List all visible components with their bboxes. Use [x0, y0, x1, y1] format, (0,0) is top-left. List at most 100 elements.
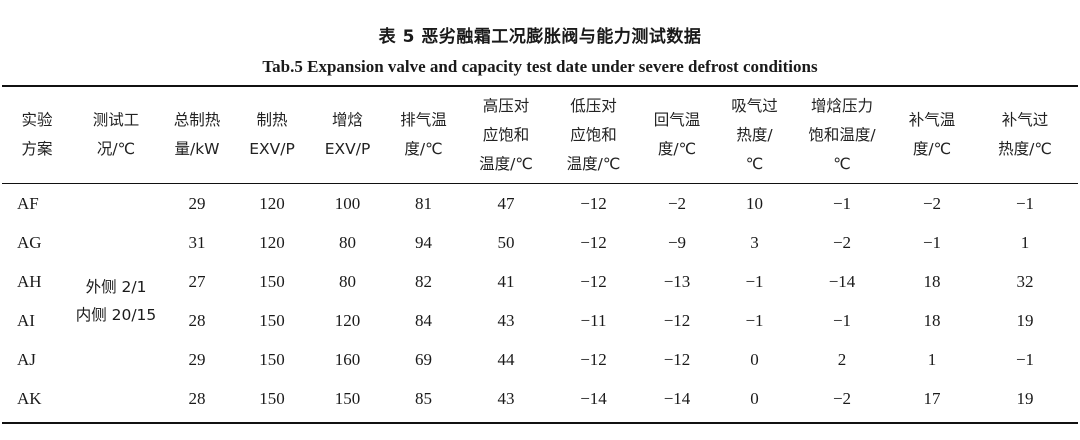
column-header-line: ℃: [745, 154, 764, 173]
data-cell: 0: [750, 349, 759, 369]
column-header-line: 况/℃: [96, 140, 136, 158]
data-cell: 18: [923, 310, 941, 330]
column-header-line: 度/℃: [912, 140, 952, 158]
test-condition-line: 外侧 2/1: [85, 278, 147, 296]
data-cell: −12: [663, 310, 691, 330]
table-caption-english: Tab.5 Expansion valve and capacity test …: [262, 57, 818, 76]
scheme-id-cell: AK: [17, 388, 42, 408]
data-cell: 18: [923, 271, 941, 291]
table-row: AI 28 150 120 84 43 −11 −12 −1 −1 18 19: [2, 301, 1078, 340]
column-header-line: 补气过: [1001, 111, 1049, 129]
column-header-line: 高压对: [482, 96, 530, 115]
data-cell: 150: [259, 271, 285, 291]
data-cell: 150: [259, 388, 285, 408]
column-header: 回气温度/℃: [637, 87, 717, 183]
column-header-line: 低压对: [570, 96, 617, 115]
data-cell: 81: [415, 193, 432, 213]
table-top-rule: [2, 85, 1078, 87]
column-header-line: 量/kW: [174, 140, 220, 158]
column-header: 高压对应饱和温度/℃: [462, 87, 550, 183]
column-header-line: EXV/P: [249, 140, 295, 158]
column-header: 测试工况/℃: [72, 87, 160, 183]
column-header: 制热 EXV/P: [234, 87, 310, 183]
column-header: 排气温度/℃: [385, 87, 462, 183]
data-cell: −1: [745, 310, 764, 330]
data-cell: 120: [334, 310, 361, 330]
data-cell: −12: [580, 349, 607, 369]
data-cell: 160: [334, 349, 361, 369]
data-cell: 27: [188, 271, 206, 291]
data-cell: −1: [745, 271, 764, 291]
column-header-line: 补气温: [908, 111, 956, 129]
data-cell: 2: [837, 349, 847, 369]
data-cell: 29: [188, 349, 206, 369]
data-cell: −14: [828, 271, 856, 291]
table-rows: AF 外侧 2/1 内侧 20/15 29 120 100 81 47 −12 −2 10 −1 −2−…: [2, 184, 1078, 418]
data-cell: 120: [259, 193, 285, 213]
data-cell: 82: [415, 271, 432, 291]
data-cell: −11: [580, 310, 607, 330]
scheme-id-cell: AI: [17, 310, 35, 330]
data-cell: −12: [580, 232, 607, 252]
column-header: 吸气过 热度/ ℃: [717, 87, 792, 183]
column-header-line: 增焓: [331, 111, 363, 129]
data-cell: −14: [663, 388, 691, 408]
test-condition-cell: 外侧 2/1 内侧 20/15: [72, 184, 160, 418]
table-row: AJ 29 150 160 69 44 −12 −12 0 2 1 −1: [2, 340, 1078, 379]
column-header-line: 温度/℃: [479, 154, 533, 173]
data-cell: −14: [580, 388, 607, 408]
column-header-line: 测试工: [92, 111, 140, 129]
data-cell: 80: [339, 232, 356, 252]
data-cell: −9: [667, 232, 687, 252]
column-header: 总制热 量/kW: [160, 87, 234, 183]
data-cell: 100: [334, 193, 361, 213]
column-header-line: 回气温: [653, 111, 701, 129]
column-header-line: 热度/: [736, 125, 773, 144]
column-header-line: 应饱和: [482, 125, 530, 144]
column-header-line: 实验: [21, 111, 53, 129]
column-header-line: EXV/P: [324, 140, 371, 158]
data-cell: 85: [415, 388, 432, 408]
table-header-rule: [2, 183, 1078, 184]
column-header-line: 饱和温度/: [808, 125, 876, 144]
column-header-line: 制热: [256, 111, 288, 129]
column-header: 补气过 热度/℃: [972, 87, 1078, 183]
column-header-line: 温度/℃: [566, 154, 621, 173]
data-cell: 50: [497, 232, 515, 252]
column-header: 实验 方案: [2, 87, 72, 183]
column-header-line: 排气温: [400, 111, 447, 129]
scheme-id-cell: AG: [17, 232, 42, 252]
table-row: AG 31 120 80 94 50 −12 −9 3 −2 −1 1: [2, 223, 1078, 262]
column-header-line: 增焓压力: [810, 96, 873, 115]
table-bottom-rule: [2, 422, 1078, 424]
data-cell: −1: [832, 310, 852, 330]
data-cell: −1: [922, 232, 942, 252]
data-cell: 41: [497, 271, 515, 291]
data-cell: 150: [334, 388, 361, 408]
data-cell: −2: [922, 193, 942, 213]
data-cell: 28: [188, 310, 206, 330]
column-header-line: 度/℃: [404, 140, 443, 158]
data-cell: 94: [415, 232, 432, 252]
test-condition-line: 内侧 20/15: [75, 306, 157, 324]
column-header-line: 度/℃: [657, 140, 697, 158]
table-caption-chinese: 表 5 恶劣融霜工况膨胀阀与能力测试数据: [378, 27, 702, 47]
column-header: 增焓压力饱和温度/ ℃: [792, 87, 892, 183]
scheme-id-cell: AH: [17, 271, 42, 291]
data-cell: 43: [497, 310, 515, 330]
data-cell: 69: [415, 349, 432, 369]
data-cell: −2: [667, 193, 687, 213]
data-cell: 43: [497, 388, 515, 408]
column-header: 补气温度/℃: [892, 87, 972, 183]
data-cell: 17: [923, 388, 941, 408]
data-cell: 19: [1016, 388, 1034, 408]
data-cell: −1: [1015, 349, 1035, 369]
data-cell: 80: [339, 271, 356, 291]
column-header-line: ℃: [833, 154, 851, 173]
data-cell: 120: [259, 232, 285, 252]
data-cell: 28: [188, 388, 206, 408]
data-cell: −1: [1015, 193, 1035, 213]
data-cell: −2: [832, 388, 852, 408]
data-cell: 0: [750, 388, 759, 408]
column-header-line: 方案: [21, 140, 53, 158]
